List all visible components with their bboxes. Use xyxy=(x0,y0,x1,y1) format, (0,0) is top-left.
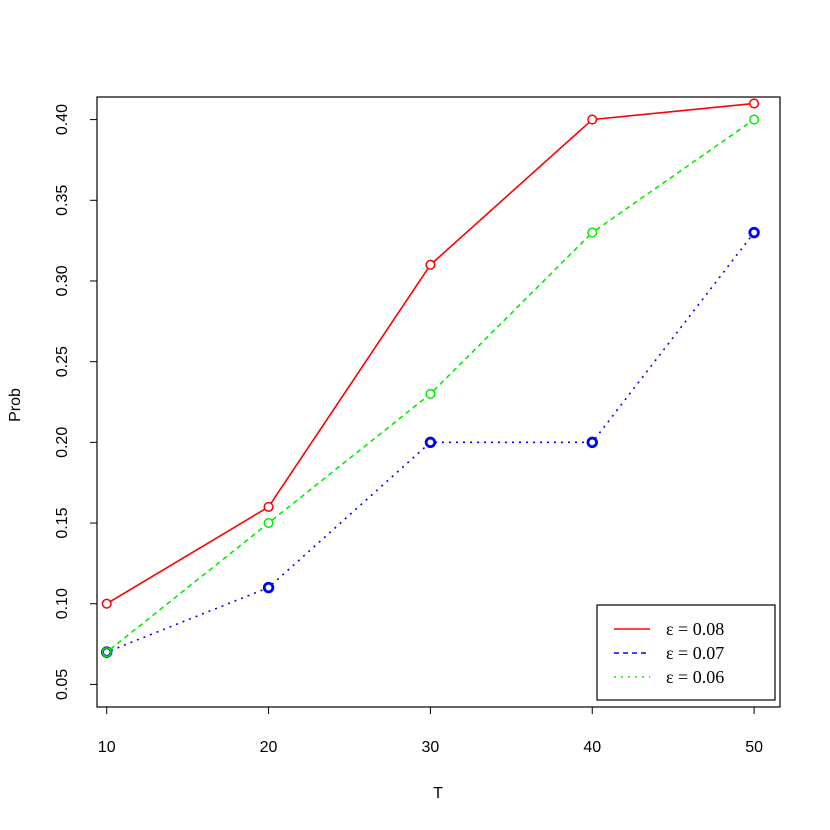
x-tick-label: 50 xyxy=(745,739,763,756)
series-2-segment xyxy=(433,235,590,392)
series-2-point xyxy=(263,517,274,529)
x-axis-title: T xyxy=(433,785,443,802)
series-2-segment xyxy=(271,396,428,521)
y-tick-label: 0.10 xyxy=(54,588,71,619)
y-tick-label: 0.20 xyxy=(54,427,71,458)
series-2-point xyxy=(749,114,760,125)
y-tick-label: 0.25 xyxy=(54,346,71,377)
series-0-point xyxy=(263,501,274,512)
series-0-segment xyxy=(596,103,750,120)
y-axis: 0.05 0.10 0.15 0.20 0.25 0.30 0.35 0.40 xyxy=(54,104,98,700)
x-axis: 10 20 30 40 50 xyxy=(98,706,763,756)
y-tick-label: 0.35 xyxy=(54,185,71,216)
series-layer xyxy=(101,98,760,658)
series-2-point xyxy=(587,227,598,238)
x-tick-label: 40 xyxy=(583,739,601,756)
series-1-point xyxy=(586,436,598,449)
legend-label: ε = 0.08 xyxy=(666,619,724,639)
series-2-point xyxy=(425,388,436,399)
series-0-segment xyxy=(433,122,590,263)
y-tick-label: 0.15 xyxy=(54,507,71,538)
series-2-segment xyxy=(109,525,266,650)
x-tick-label: 10 xyxy=(98,739,116,756)
series-1-point xyxy=(748,226,760,239)
series-2-point xyxy=(101,647,112,658)
x-tick-label: 30 xyxy=(422,739,440,756)
series-0-point xyxy=(749,98,760,109)
series-1-point xyxy=(262,581,275,594)
y-axis-title: Prob xyxy=(7,388,24,422)
y-tick-label: 0.05 xyxy=(54,669,71,700)
series-0-segment xyxy=(110,508,266,603)
series-0-point xyxy=(101,598,112,609)
y-tick-label: 0.40 xyxy=(54,104,71,135)
series-0-point xyxy=(425,259,436,270)
series-1-point xyxy=(424,436,437,449)
legend-label: ε = 0.06 xyxy=(666,667,724,687)
series-0-segment xyxy=(270,268,429,504)
series-1-segment xyxy=(110,588,265,652)
series-2-segment xyxy=(595,121,751,231)
y-tick-label: 0.30 xyxy=(54,265,71,296)
x-tick-label: 20 xyxy=(260,739,278,756)
series-0-point xyxy=(587,114,598,125)
legend: ε = 0.08 ε = 0.07 ε = 0.06 xyxy=(596,604,776,701)
legend-label: ε = 0.07 xyxy=(666,643,724,663)
series-1-segment xyxy=(594,235,752,440)
